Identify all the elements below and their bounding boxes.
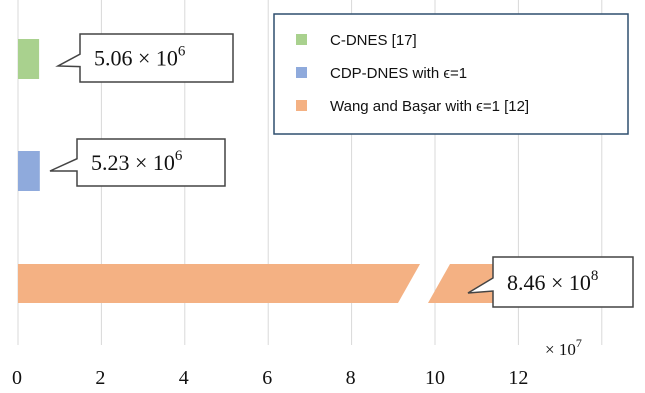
legend: C-DNES [17] CDP-DNES with ϵ=1 Wang and Baş… xyxy=(273,13,629,135)
x-tick-label: 0 xyxy=(12,367,22,389)
data-label-callout: 5.23 × 106 xyxy=(49,138,226,187)
bar-0 xyxy=(18,39,40,79)
x-tick-label: 10 xyxy=(425,367,445,389)
callout-box xyxy=(55,33,234,83)
legend-swatch xyxy=(296,34,307,45)
callout-box xyxy=(467,256,634,308)
data-label: 5.06 × 106 xyxy=(94,44,186,71)
x-tick-label: 8 xyxy=(346,367,356,389)
data-label-callout: 8.46 × 108 xyxy=(467,256,634,308)
data-label: 8.46 × 108 xyxy=(507,268,598,295)
legend-label: Wang and Başar with ϵ=1 [12] xyxy=(330,98,529,115)
x-axis-multiplier: × 107 xyxy=(545,336,582,359)
x-tick-label: 2 xyxy=(95,367,105,389)
x-tick-labels: 0 2 4 6 8 10 12 xyxy=(12,367,528,389)
legend-swatch xyxy=(296,100,307,111)
legend-box xyxy=(273,13,629,135)
x-tick-label: 4 xyxy=(179,367,189,389)
x-tick-label: 6 xyxy=(262,367,272,389)
data-label-callout: 5.06 × 106 xyxy=(55,33,234,83)
bar-1 xyxy=(18,151,40,191)
data-label: 5.23 × 106 xyxy=(91,148,183,175)
bar-wang-part1 xyxy=(18,264,420,303)
x-axis-multiplier-base: × 10 xyxy=(545,340,576,359)
x-tick-label: 12 xyxy=(508,367,528,389)
x-axis-multiplier-exp: 7 xyxy=(576,336,582,350)
callout-box xyxy=(49,138,226,187)
legend-swatch xyxy=(296,67,307,78)
legend-label: C-DNES [17] xyxy=(330,32,417,49)
legend-label: CDP-DNES with ϵ=1 xyxy=(330,65,467,82)
callouts: 5.06 × 106 5.23 × 106 8.46 × 108 xyxy=(49,33,634,308)
